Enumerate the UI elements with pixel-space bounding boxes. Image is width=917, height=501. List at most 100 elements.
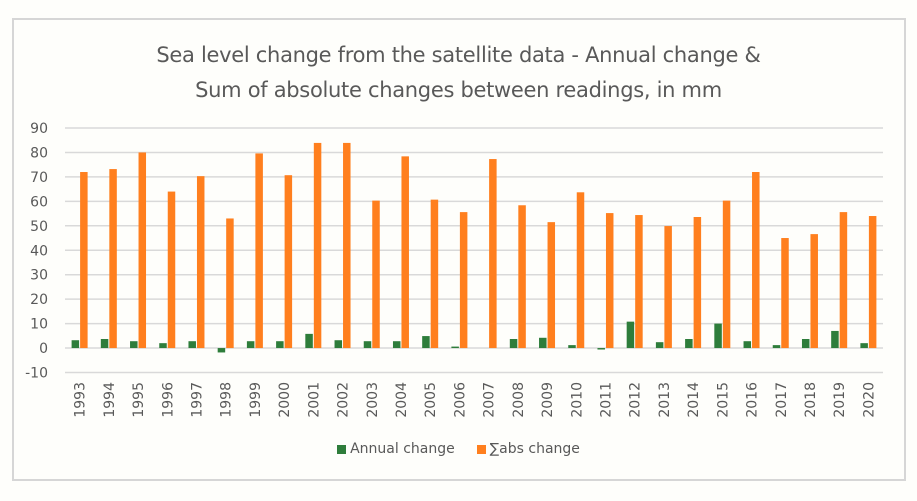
x-tick-label: 1994 [102,382,118,418]
x-tick-label: 2008 [511,382,527,418]
x-tick-label: 2012 [628,382,644,418]
bar-annual-change [801,339,810,349]
bar-annual-change [276,341,284,349]
x-tick-label: 1997 [189,382,205,418]
bar-annual-change [685,339,693,349]
y-tick-label: 0 [39,341,48,357]
bar-abs-change [868,216,877,349]
y-tick-label: 10 [30,317,48,333]
x-tick-label: 2003 [365,382,381,418]
bar-annual-change [422,336,430,349]
legend-label-abs-change: ∑abs change [489,441,580,457]
bar-abs-change [722,200,731,349]
bar-abs-change [167,191,176,349]
bar-annual-change [363,341,372,349]
x-tick-label: 2009 [540,382,556,418]
bar-abs-change [635,215,643,349]
y-tick-label: 20 [30,292,48,308]
bar-abs-change [839,212,848,349]
bar-abs-change [693,216,702,349]
bar-abs-change [255,153,263,349]
bar-abs-change [196,176,205,349]
x-tick-label: 2014 [686,382,702,418]
legend-swatch-annual-change [337,444,347,454]
x-tick-label: 2018 [803,382,819,418]
chart-title: Sea level change from the satellite data… [0,38,917,108]
bar-abs-change [226,218,234,349]
bar-annual-change [305,333,313,349]
y-tick-label: 90 [30,121,48,137]
y-tick-label: 30 [30,268,48,284]
bar-abs-change [752,172,760,349]
bar-annual-change [100,339,109,349]
x-tick-label: 1996 [160,382,176,418]
bar-annual-change [159,343,167,349]
bar-annual-change [392,341,401,349]
bar-abs-change [138,152,147,349]
bar-annual-change [539,337,547,349]
y-tick-label: 70 [30,170,48,186]
bar-annual-change [451,346,459,349]
y-tick-label: 80 [30,145,48,161]
x-tick-label: 2016 [745,382,761,418]
bar-abs-change [401,156,409,349]
x-tick-label: 2015 [715,382,731,418]
x-tick-label: 2020 [861,382,877,418]
bar-annual-change [860,343,868,349]
bar-annual-change [626,321,635,349]
bar-abs-change [518,205,526,349]
bars [71,142,877,353]
bar-abs-change [810,234,818,349]
legend-item-annual-change: Annual change [337,441,455,457]
y-axis-ticks: 90 80 70 60 50 40 30 20 10 0 -10 [25,121,48,382]
x-tick-label: 2001 [306,382,322,418]
legend-item-abs-change: ∑abs change [476,441,580,457]
bar-abs-change [430,199,439,349]
x-tick-label: 2000 [277,382,293,418]
bar-annual-change [217,348,226,353]
bar-abs-change [372,200,380,349]
x-tick-label: 2019 [832,382,848,418]
y-tick-label: 60 [30,194,48,210]
chart-title-line-1: Sea level change from the satellite data… [156,43,761,67]
bar-abs-change [576,192,585,349]
legend: Annual change ∑abs change [0,441,917,457]
x-axis-ticks: 1993 1994 1995 1996 1997 1998 1999 2000 2001 2002… [73,382,878,418]
bar-abs-change [664,226,672,349]
legend-label-annual-change: Annual change [350,441,455,457]
bar-annual-change [188,341,196,349]
y-tick-label: 40 [30,243,48,259]
bar-abs-change [459,212,468,349]
bar-annual-change [831,330,839,349]
bar-abs-change [80,172,88,349]
x-tick-label: 1993 [73,382,89,418]
bar-annual-change [509,339,518,349]
x-tick-label: 2007 [482,382,498,418]
x-tick-label: 2017 [774,382,790,418]
x-tick-label: 2006 [452,382,468,418]
bar-abs-change [781,238,789,349]
bar-abs-change [547,222,556,349]
x-tick-label: 2010 [569,382,585,418]
bar-annual-change [71,340,80,349]
x-tick-label: 2013 [657,382,673,418]
x-tick-label: 2002 [336,382,352,418]
bar-annual-change [772,345,781,349]
bar-abs-change [284,175,293,349]
bar-abs-change [313,142,322,349]
bar-abs-change [489,159,497,349]
x-tick-label: 1998 [219,382,235,418]
chart-title-line-2: Sum of absolute changes between readings… [195,78,722,102]
x-tick-label: 2011 [598,382,614,418]
y-tick-label: 50 [30,219,48,235]
bar-annual-change [597,348,605,350]
y-tick-label: -10 [25,366,48,382]
x-tick-label: 1999 [248,382,264,418]
bar-abs-change [109,169,117,349]
bar-annual-change [743,341,752,349]
bar-abs-change [605,213,614,349]
bar-annual-change [246,341,255,349]
bar-annual-change [714,323,722,349]
x-tick-label: 1995 [131,382,147,418]
